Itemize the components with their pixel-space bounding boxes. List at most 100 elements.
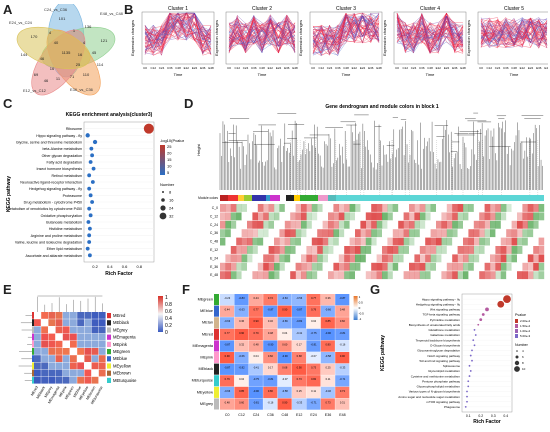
- trait-cell: [248, 398, 263, 410]
- kegg-legend-tick: 25: [167, 144, 172, 149]
- eigen-module-label: MEgreen: [113, 349, 131, 354]
- eigen-cell: [91, 355, 99, 362]
- dendro-heat-cell: [274, 220, 280, 229]
- dendro-heat-cell: [247, 254, 253, 263]
- dendro-heat-cell: [430, 220, 437, 229]
- dendro-heat-cell: [338, 262, 345, 271]
- venn-count: 25: [76, 62, 81, 67]
- dendro-heat-cell: [284, 246, 291, 254]
- kegg2-xtick: 0.1: [466, 414, 471, 418]
- kegg-pathway-label: Proteasome: [63, 194, 82, 198]
- dendro-heat-cell: [241, 204, 248, 212]
- eigen-cell: [77, 319, 84, 326]
- dendro-heat-cell: [344, 271, 350, 280]
- trait-cell: [248, 352, 263, 364]
- trait-cell-value: 0.79: [253, 331, 259, 335]
- kegg-bubble: [88, 193, 93, 198]
- cluster-tick: C0: [311, 66, 315, 70]
- dendro-heat-cell: [430, 254, 437, 263]
- kegg-pathway-label: Ether lipid metabolism: [47, 247, 82, 251]
- kegg-pathway-label: Fatty acid degradation: [46, 161, 82, 165]
- trait-cell: [320, 294, 335, 306]
- dendro-heat-cell: [403, 204, 410, 212]
- dendro-heat-cell: [220, 212, 226, 221]
- trait-cell-value: -0.16: [339, 342, 345, 346]
- venn-count: 4: [49, 30, 52, 35]
- cluster-tick: E48: [544, 66, 548, 70]
- dendro-heat-cell: [468, 246, 474, 254]
- cluster-tick: C24: [159, 66, 165, 70]
- dendro-heat-cell: [425, 220, 431, 229]
- dendro-heat-cell: [263, 220, 269, 229]
- dendro-heat-cell: [463, 204, 469, 212]
- trait-cell: [263, 340, 278, 352]
- eigen-cell: [55, 333, 63, 341]
- dendro-heat-cell: [284, 229, 291, 238]
- eigen-cell: [34, 340, 41, 348]
- eigen-cell: [55, 355, 63, 362]
- dendro-heat-cell: [473, 262, 480, 271]
- dendro-heat-cell: [533, 237, 539, 246]
- dendro-heat-cell: [355, 212, 361, 221]
- dendro-heat-cell: [333, 220, 339, 229]
- eigen-cell: [98, 340, 106, 348]
- trait-cell-value: 0.32: [268, 319, 274, 323]
- dendro-heat-cell: [436, 229, 442, 238]
- cluster-tick: E12: [352, 66, 358, 70]
- dendro-heat-cell: [295, 220, 302, 229]
- cluster-tick: C24: [327, 66, 333, 70]
- dendro-heat-cell: [236, 220, 242, 229]
- trait-module-label: MEblue: [200, 309, 213, 313]
- trait-cell-value: 0.25: [325, 366, 331, 370]
- dendro-heat-cell: [247, 271, 253, 280]
- dendro-heat-cell: [463, 246, 469, 254]
- dendro-heat-cell: [241, 220, 248, 229]
- venn-count: 114: [97, 62, 104, 67]
- trait-module-swatch: [214, 386, 219, 398]
- dendro-heat-cell: [533, 271, 539, 280]
- trait-cell: [220, 363, 235, 375]
- trait-module-swatch: [214, 375, 219, 387]
- trait-cell: [277, 305, 292, 317]
- dendro-heat-cell: [430, 262, 437, 271]
- dendro-heat-cell: [446, 212, 453, 221]
- trait-cell: [292, 317, 307, 329]
- kegg-bubble: [90, 153, 95, 158]
- dendro-heat-cell: [317, 220, 323, 229]
- eigen-cell: [84, 333, 92, 341]
- dendro-heat-cell: [538, 262, 545, 271]
- dendro-heat-cell: [430, 271, 437, 280]
- trait-cell-value: -0.90: [267, 342, 273, 346]
- dendro-heat-cell: [506, 271, 512, 280]
- kegg-bubble: [90, 200, 95, 204]
- trait-cell-value: -0.75: [311, 331, 317, 335]
- dendro-heat-cell: [376, 229, 383, 238]
- kegg-legend-size: [159, 212, 167, 220]
- dendro-heat-cell: [306, 246, 312, 254]
- trait-cell: [320, 398, 335, 410]
- dendro-heat-cell: [495, 229, 501, 238]
- dendro-heat-cell: [392, 204, 399, 212]
- dendro-heat-cell: [403, 271, 410, 280]
- kegg-bubble: [87, 206, 92, 211]
- dendro-heat-cell: [322, 254, 329, 263]
- cluster-line: [144, 13, 212, 55]
- dendro-heat-cell: [382, 212, 388, 221]
- kegg2-bubble: [466, 390, 468, 393]
- dendro-heat-cell: [382, 237, 388, 246]
- cluster-line: [396, 13, 464, 54]
- dendro-heat-cell: [506, 229, 512, 238]
- trait-cell: [220, 317, 235, 329]
- trait-cell-value: 0.73: [297, 377, 303, 381]
- dendro-heat-cell: [484, 262, 491, 271]
- dendro-heat-cell: [430, 237, 437, 246]
- cluster-line: [228, 22, 296, 47]
- trait-cell-value: -0.66: [282, 319, 288, 323]
- eigen-cell: [48, 333, 56, 341]
- trait-cell: [234, 352, 249, 364]
- trait-cell: [248, 328, 263, 341]
- eigen-module-label: MEyellow: [113, 363, 132, 368]
- kegg2-legend-tick: 5.00e-3: [520, 334, 531, 338]
- dendro-heat-cell: [338, 220, 345, 229]
- eigen-cell: [98, 376, 106, 384]
